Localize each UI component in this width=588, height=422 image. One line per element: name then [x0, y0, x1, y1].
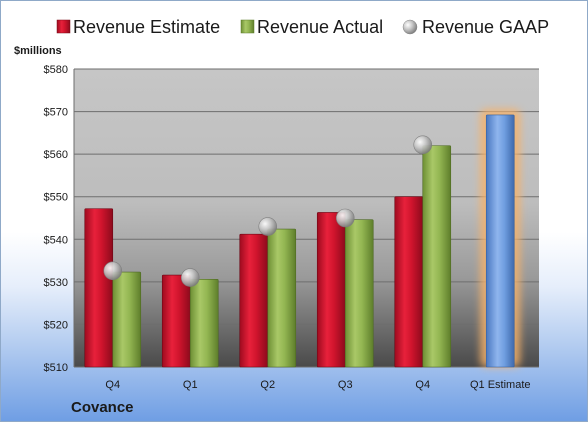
gaap-markers [103, 135, 433, 287]
y-tick-label: $540 [44, 234, 68, 246]
x-tick-label: Q3 [338, 379, 353, 391]
gridlines [73, 68, 539, 368]
y-tick-label: $580 [44, 64, 68, 76]
bar-revenue-estimate [394, 196, 424, 368]
bar-series [84, 108, 521, 368]
marker-revenue-gaap [180, 268, 200, 287]
legend-label-actual: Revenue Actual [257, 17, 383, 37]
x-tick-label: Q1 Estimate [470, 379, 531, 391]
y-tick-label: $510 [44, 362, 68, 374]
x-tick-label: Q4 [415, 379, 430, 391]
bar-revenue-actual [267, 228, 297, 368]
bar-revenue-actual [112, 271, 142, 368]
legend-label-gaap: Revenue GAAP [422, 17, 549, 37]
legend-swatch-actual [240, 19, 255, 34]
y-tick-label: $520 [44, 319, 68, 331]
legend: Revenue Estimate Revenue Actual Revenue … [56, 17, 549, 37]
x-tick-label: Q1 [183, 379, 198, 391]
bar-q1-estimate [485, 114, 515, 368]
bar-revenue-estimate [316, 212, 346, 368]
plot-area [74, 69, 539, 367]
y-axis-unit-label: $millions [14, 45, 62, 57]
x-axis-ticks: Q4 Q1 Q2 Q3 Q4 Q1 Estimate [105, 379, 530, 391]
marker-revenue-gaap [258, 217, 278, 236]
bar-revenue-estimate [84, 208, 114, 368]
legend-swatch-estimate [56, 19, 71, 34]
bar-revenue-actual [189, 279, 219, 368]
y-axis-ticks: $510 $520 $530 $540 $550 $560 $570 $580 [44, 64, 68, 374]
bar-revenue-actual [344, 219, 374, 368]
y-tick-label: $570 [44, 107, 68, 119]
bar-revenue-estimate [239, 233, 269, 368]
legend-swatch-gaap [402, 19, 418, 35]
marker-revenue-gaap [103, 261, 123, 281]
x-tick-label: Q2 [260, 379, 275, 391]
legend-label-estimate: Revenue Estimate [73, 17, 220, 37]
marker-revenue-gaap [413, 135, 433, 155]
legend-item-estimate[interactable]: Revenue Estimate [56, 17, 220, 37]
bar-revenue-estimate [161, 274, 191, 368]
legend-item-actual[interactable]: Revenue Actual [240, 17, 383, 37]
bar-revenue-actual [422, 145, 452, 368]
x-tick-label: Q4 [105, 379, 120, 391]
y-tick-label: $560 [44, 149, 68, 161]
y-tick-label: $530 [44, 277, 68, 289]
company-name: Covance [71, 399, 134, 416]
marker-revenue-gaap [335, 208, 355, 228]
y-tick-label: $550 [44, 192, 68, 204]
legend-item-gaap[interactable]: Revenue GAAP [402, 17, 549, 37]
